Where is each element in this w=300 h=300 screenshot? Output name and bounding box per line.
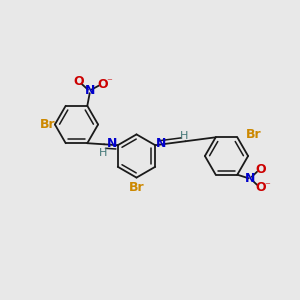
Text: Br: Br <box>246 128 262 141</box>
Text: N: N <box>245 172 255 185</box>
Text: ⁻: ⁻ <box>264 181 270 191</box>
Text: ⁻: ⁻ <box>106 78 112 88</box>
Text: O: O <box>97 78 108 91</box>
Text: H: H <box>180 131 189 141</box>
Text: Br: Br <box>129 181 144 194</box>
Text: N: N <box>156 137 166 150</box>
Text: N: N <box>106 137 117 150</box>
Text: O: O <box>255 163 266 176</box>
Text: H: H <box>99 148 108 158</box>
Text: Br: Br <box>40 118 55 131</box>
Text: O: O <box>73 75 84 88</box>
Text: N: N <box>85 84 95 97</box>
Text: O: O <box>255 181 266 194</box>
